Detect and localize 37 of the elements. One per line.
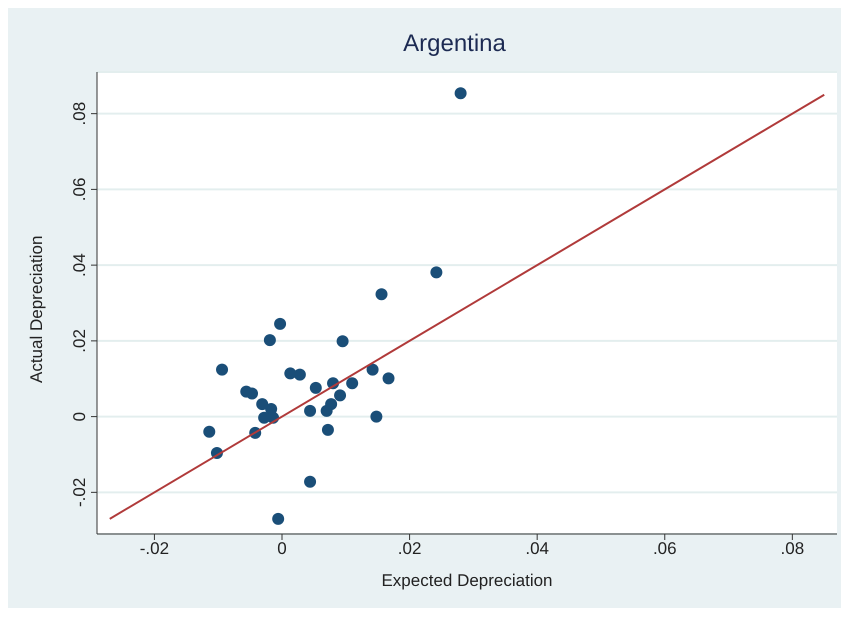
chart-title: Argentina xyxy=(402,30,507,58)
point xyxy=(216,364,228,376)
point xyxy=(320,404,333,417)
point xyxy=(264,334,276,346)
y-tick-label: .02 xyxy=(70,329,89,353)
y-tick-label: .06 xyxy=(70,178,89,202)
point xyxy=(203,426,216,438)
point xyxy=(336,335,349,348)
point xyxy=(294,368,306,381)
x-tick-label: .08 xyxy=(780,539,804,558)
point xyxy=(304,476,316,488)
x-axis-title: Expected Depreciation xyxy=(381,571,553,590)
y-tick-label: .04 xyxy=(70,253,89,277)
point xyxy=(310,382,322,394)
x-tick-label: .04 xyxy=(525,539,549,558)
point xyxy=(376,288,388,300)
point xyxy=(346,377,358,390)
x-tick-label: -.02 xyxy=(140,539,170,558)
point xyxy=(304,404,316,417)
x-tick-label: 0 xyxy=(277,539,287,558)
point xyxy=(370,410,382,423)
point xyxy=(246,388,258,400)
point xyxy=(366,364,379,376)
point xyxy=(322,424,334,436)
y-tick-label: -.02 xyxy=(70,478,89,507)
x-tick-label: .06 xyxy=(652,539,677,558)
point xyxy=(334,389,346,402)
point xyxy=(430,266,442,278)
point xyxy=(272,512,284,525)
y-tick-label: 0 xyxy=(70,412,89,422)
point xyxy=(256,398,268,410)
point xyxy=(382,372,395,384)
point xyxy=(454,87,467,100)
point xyxy=(274,318,286,330)
y-tick-label: .08 xyxy=(70,102,89,126)
x-tick-label: .02 xyxy=(398,539,422,558)
y-axis-title: Actual Depreciation xyxy=(27,236,46,383)
